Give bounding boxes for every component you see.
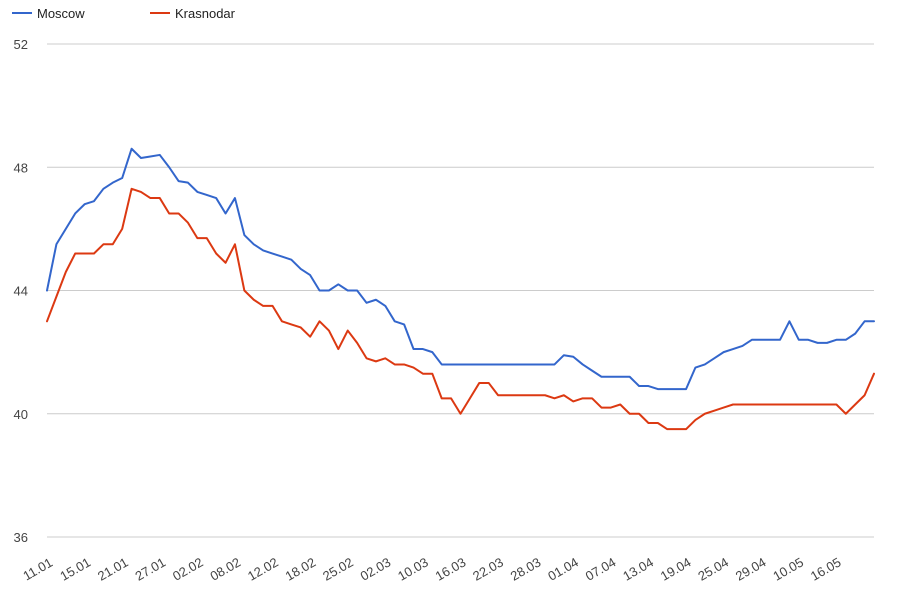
x-tick-label: 15.01 — [57, 554, 93, 583]
y-axis-ticks: 36 40 44 48 52 — [14, 37, 28, 545]
series-lines — [46, 147, 875, 431]
x-tick-label: 16.05 — [808, 554, 844, 583]
legend-item-krasnodar[interactable]: Krasnodar — [150, 6, 236, 21]
x-axis-ticks: 11.01 15.01 21.01 27.01 02.02 08.02 12.02 18.02… — [20, 554, 843, 583]
x-tick-label: 10.05 — [770, 554, 806, 583]
x-tick-label: 25.04 — [695, 554, 731, 583]
legend-label: Moscow — [37, 6, 85, 21]
x-tick-label: 13.04 — [620, 554, 656, 583]
x-tick-label: 01.04 — [545, 554, 581, 583]
series-line-moscow — [46, 147, 875, 391]
x-tick-label: 08.02 — [208, 554, 244, 583]
y-tick-label: 44 — [14, 284, 28, 299]
y-tick-label: 48 — [14, 160, 28, 175]
y-tick-label: 36 — [14, 530, 28, 545]
legend-item-moscow[interactable]: Moscow — [12, 6, 85, 21]
legend[interactable]: Moscow Krasnodar — [12, 6, 236, 21]
x-tick-label: 16.03 — [433, 554, 469, 583]
y-tick-label: 52 — [14, 37, 28, 52]
x-tick-label: 27.01 — [132, 554, 168, 583]
x-tick-label: 22.03 — [470, 554, 506, 583]
x-tick-label: 12.02 — [245, 554, 281, 583]
x-tick-label: 28.03 — [508, 554, 544, 583]
x-tick-label: 11.01 — [20, 555, 55, 584]
x-tick-label: 02.03 — [358, 554, 394, 583]
x-tick-label: 25.02 — [320, 554, 356, 583]
series-line-krasnodar — [46, 187, 875, 431]
y-tick-label: 40 — [14, 407, 28, 422]
x-tick-label: 19.04 — [658, 554, 694, 583]
legend-label: Krasnodar — [175, 6, 236, 21]
x-tick-label: 18.02 — [283, 554, 319, 583]
x-tick-label: 29.04 — [733, 554, 769, 583]
x-tick-label: 10.03 — [395, 554, 431, 583]
x-tick-label: 21.01 — [95, 554, 131, 583]
gridlines — [47, 43, 874, 538]
x-tick-label: 07.04 — [583, 554, 619, 583]
x-tick-label: 02.02 — [170, 554, 206, 583]
